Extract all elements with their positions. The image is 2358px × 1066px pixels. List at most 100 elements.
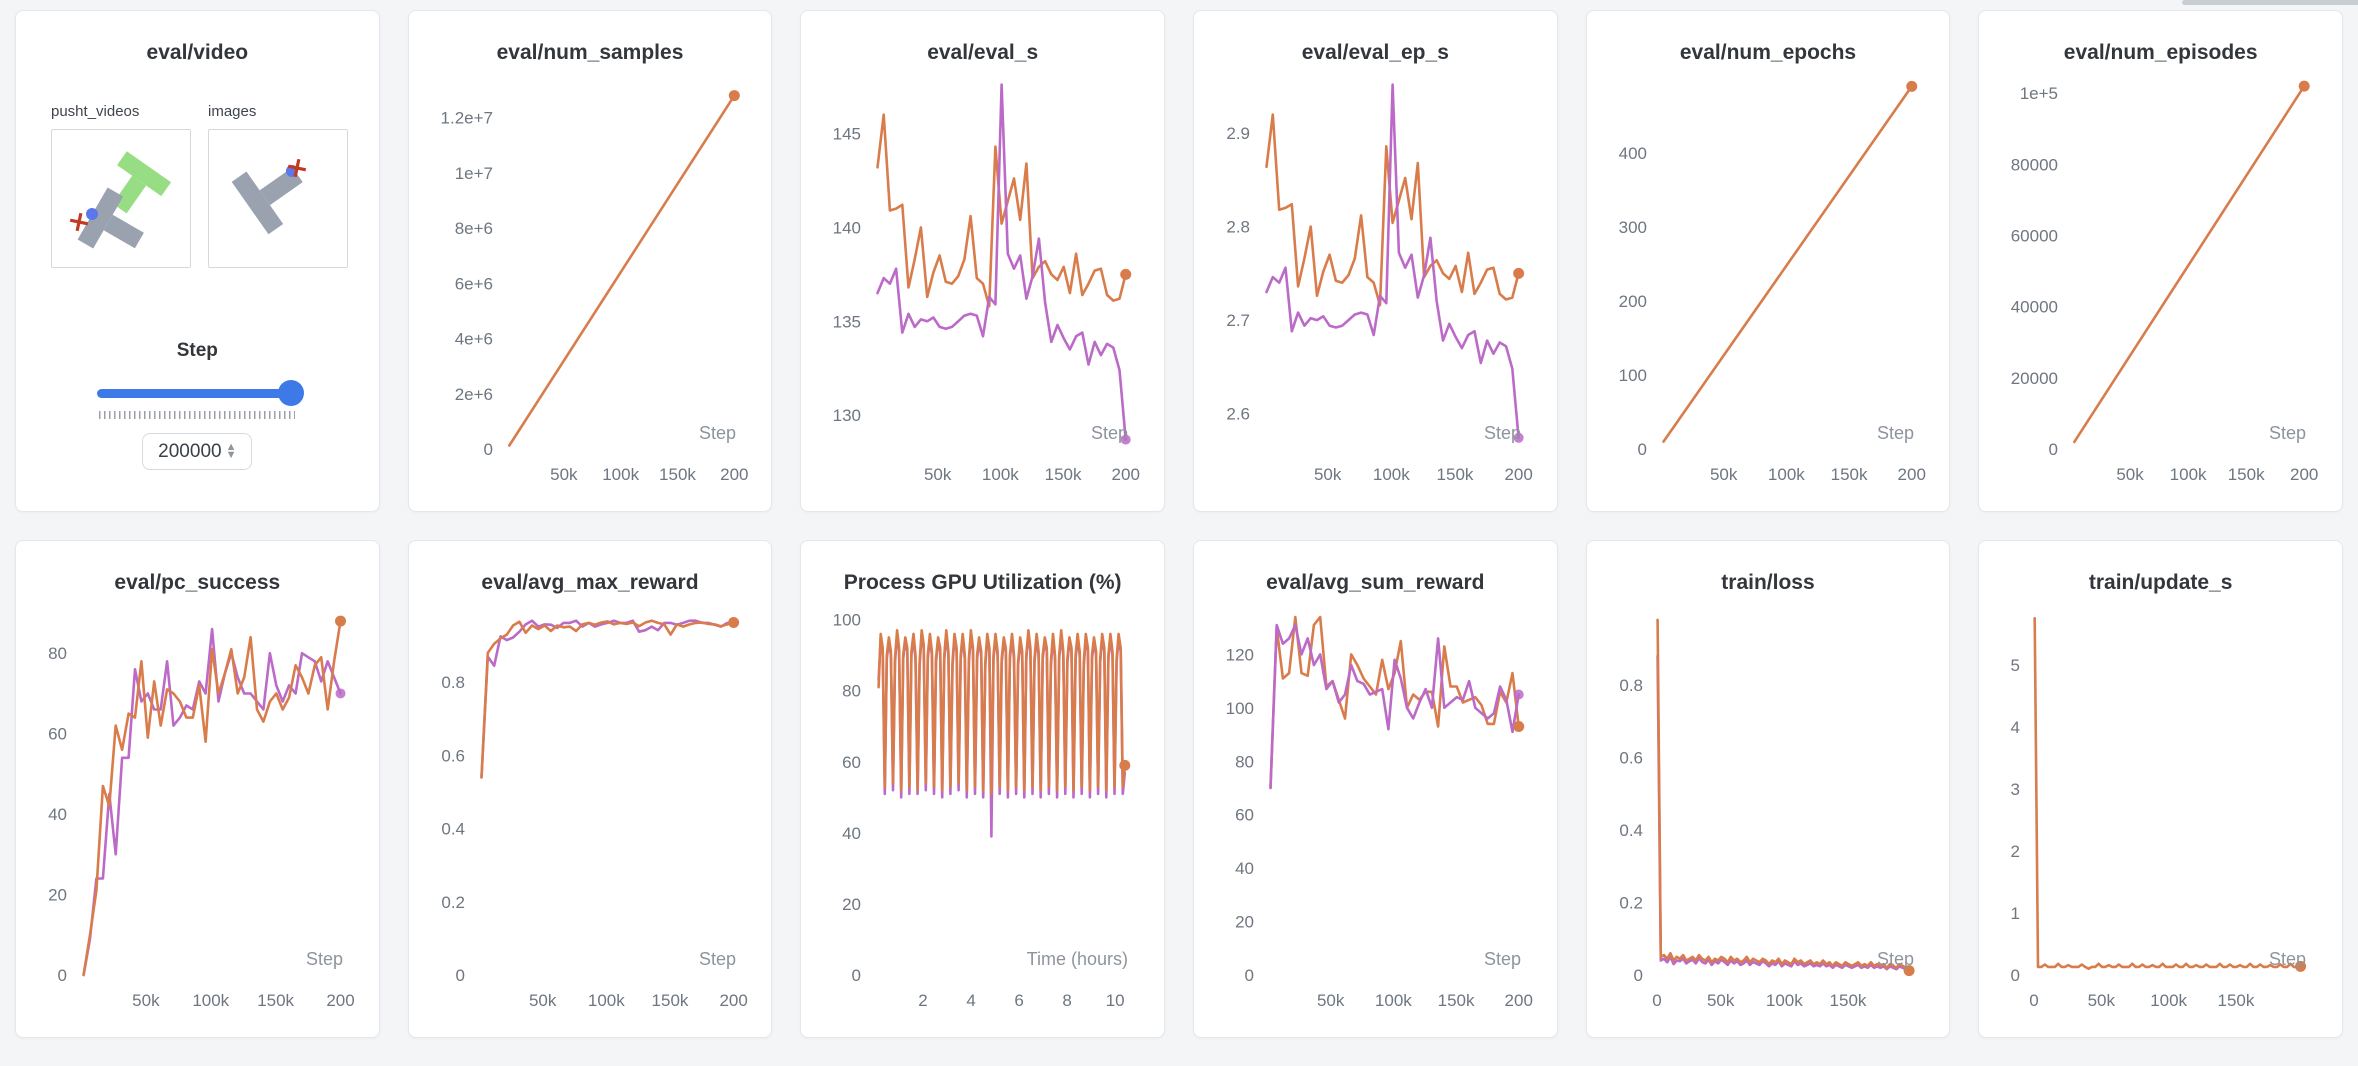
svg-text:1e+5: 1e+5 [2020,84,2058,103]
svg-text:200: 200 [1504,465,1532,484]
media-item-pusht-videos: pusht_videos [51,103,191,268]
panel-train-loss: train/loss 0 0.2 0.4 0.6 0.8 0 50k 100k 150k Step [1585,540,1951,1038]
svg-text:2.9: 2.9 [1226,124,1250,143]
horizontal-scrollbar-thumb[interactable] [2182,0,2358,5]
chart-plot[interactable]: 2.6 2.7 2.8 2.9 50k 100k 150k 200 Step [1196,71,1555,503]
chart-plot[interactable]: 0 100 200 300 400 50k 100k 150k 200 Step [1589,71,1948,503]
svg-text:2.6: 2.6 [1226,404,1250,423]
chart-plot[interactable]: 0 1 2 3 4 5 0 50k 100k 150k Step [1981,601,2340,1029]
step-input[interactable]: 200000 ▲ ▼ [142,433,253,470]
svg-text:150k: 150k [2228,465,2265,484]
svg-text:4: 4 [967,991,976,1010]
chart-plot[interactable]: 0 20 40 60 80 100 120 50k 100k 150k 200 Step [1196,601,1555,1029]
svg-text:0.6: 0.6 [441,746,465,765]
chart-title: eval/pc_success [114,571,281,594]
svg-text:150k: 150k [659,465,696,484]
svg-text:400: 400 [1618,144,1646,163]
panel-eval-pc-success: eval/pc_success 0 20 40 60 80 50k 100k 150k 200 S… [15,540,380,1038]
svg-text:150k: 150k [1045,465,1082,484]
chart-plot[interactable]: 0 2e+6 4e+6 6e+6 8e+6 1e+7 1.2e+7 50k 100k 150k 20… [411,71,770,503]
svg-text:4: 4 [2011,718,2020,737]
pusht-gray-tee [231,167,303,235]
svg-text:140: 140 [833,218,861,237]
step-slider-ruler [99,411,296,419]
svg-text:0.4: 0.4 [1619,821,1643,840]
svg-text:6e+6: 6e+6 [454,274,492,293]
chart-title: eval/num_epochs [1679,41,1857,64]
svg-text:2.8: 2.8 [1226,218,1250,237]
svg-text:20000: 20000 [2011,369,2058,388]
svg-text:3: 3 [2011,780,2020,799]
svg-text:1.2e+7: 1.2e+7 [440,109,492,128]
panel-train-update-s: train/update_s 0 1 2 3 4 5 0 50k 100k 150k Step [1978,540,2343,1038]
svg-text:0: 0 [58,966,67,985]
svg-text:100: 100 [833,611,861,630]
svg-text:0.6: 0.6 [1619,749,1643,768]
goal-cross-icon [69,212,89,232]
panel-process-gpu-utilization: Process GPU Utilization (%) 0 20 40 60 80 100… [800,540,1165,1038]
svg-text:60: 60 [48,725,67,744]
svg-text:Time (hours): Time (hours) [1027,949,1128,969]
spinner-down-icon[interactable]: ▼ [225,448,237,461]
svg-text:100: 100 [1226,699,1254,718]
media-thumb-images[interactable] [208,129,348,268]
svg-text:200: 200 [2290,465,2318,484]
svg-text:Step: Step [699,949,736,969]
svg-text:Step: Step [699,423,736,443]
svg-text:145: 145 [833,124,861,143]
step-slider-track[interactable] [97,389,298,398]
svg-text:8e+6: 8e+6 [454,219,492,238]
svg-text:10: 10 [1106,991,1125,1010]
step-slider-thumb[interactable] [278,380,305,406]
svg-text:Step: Step [2269,949,2306,969]
svg-text:0: 0 [2049,440,2058,459]
step-slider[interactable] [97,380,305,406]
chart-plot[interactable]: 0 20000 40000 60000 80000 1e+5 50k 100k 150k 200 S… [1981,71,2340,503]
media-thumb-pusht-videos[interactable] [51,129,191,268]
svg-text:4e+6: 4e+6 [454,330,492,349]
chart-title: train/loss [1721,571,1815,594]
pusht-gray-tee [77,187,144,249]
svg-text:200: 200 [1112,465,1140,484]
svg-text:150k: 150k [257,991,294,1010]
chart-title: eval/eval_ep_s [1301,41,1449,64]
step-input-value: 200000 [158,440,222,462]
svg-text:0.4: 0.4 [441,820,465,839]
svg-text:2: 2 [2011,842,2020,861]
svg-text:80: 80 [48,644,67,663]
svg-text:Step: Step [1484,423,1521,443]
chart-plot[interactable]: 0 20 40 60 80 100 2 4 6 8 10 Time (hours) [803,601,1162,1029]
svg-text:0: 0 [1637,440,1646,459]
chart-title: Process GPU Utilization (%) [843,571,1122,594]
svg-text:100k: 100k [602,465,639,484]
svg-text:0: 0 [1652,991,1661,1010]
svg-text:0: 0 [2030,991,2039,1010]
chart-plot[interactable]: 130 135 140 145 50k 100k 150k 200 Step [803,71,1162,503]
chart-plot[interactable]: 0 0.2 0.4 0.6 0.8 0 50k 100k 150k Step [1589,601,1948,1029]
svg-text:5: 5 [2011,656,2020,675]
svg-text:150k: 150k [1437,465,1474,484]
panel-eval-eval-ep-s: eval/eval_ep_s 2.6 2.7 2.8 2.9 50k 100k 150k 20… [1192,10,1558,512]
svg-text:150k: 150k [1829,991,1866,1010]
svg-text:Step: Step [1877,949,1914,969]
panel-eval-num-epochs: eval/num_epochs 0 100 200 300 400 50k 100k 150k… [1585,10,1951,512]
svg-text:80000: 80000 [2011,155,2058,174]
svg-text:Step: Step [1877,423,1914,443]
svg-text:40: 40 [1235,859,1254,878]
chart-plot[interactable]: 0 0.2 0.4 0.6 0.8 50k 100k 150k 200 Step [411,601,770,1029]
svg-text:60: 60 [842,753,861,772]
svg-text:200: 200 [720,465,748,484]
chart-title: eval/avg_sum_reward [1266,571,1485,594]
svg-text:50k: 50k [2117,465,2145,484]
svg-text:100k: 100k [1768,465,1805,484]
svg-text:1e+7: 1e+7 [454,164,492,183]
svg-text:Step: Step [2269,423,2306,443]
chart-title: train/update_s [2088,571,2233,594]
svg-text:2.7: 2.7 [1226,311,1250,330]
chart-plot[interactable]: 0 20 40 60 80 50k 100k 150k 200 Step [18,601,377,1029]
panel-eval-avg-sum-reward: eval/avg_sum_reward 0 20 40 60 80 100 120 50k 10… [1192,540,1558,1038]
spinner-up-icon[interactable]: ▲ [225,440,237,453]
panel-eval-avg-max-reward: eval/avg_max_reward 0 0.2 0.4 0.6 0.8 50k 100k… [407,540,773,1038]
svg-text:100k: 100k [588,991,625,1010]
panel-eval-num-samples: eval/num_samples 0 2e+6 4e+6 6e+6 8e+6 1e+7 1.… [407,10,773,512]
